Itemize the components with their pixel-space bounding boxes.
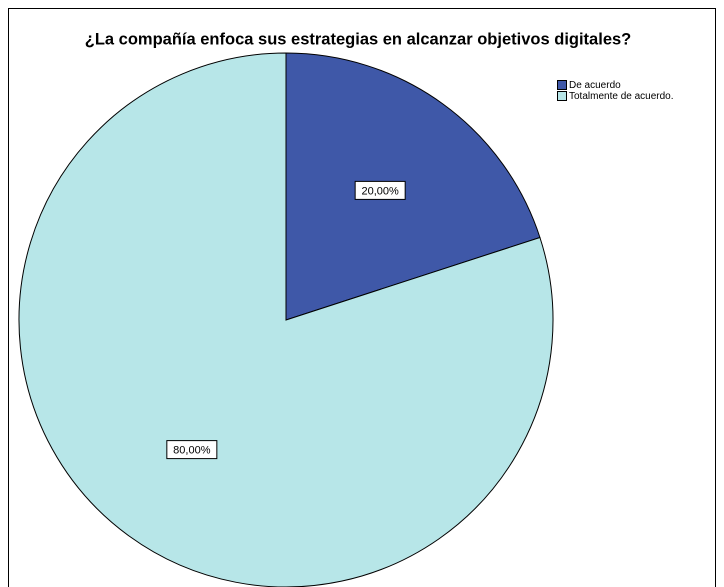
data-label: 80,00% bbox=[173, 445, 211, 457]
data-label-box bbox=[166, 440, 218, 460]
data-label: 20,00% bbox=[362, 185, 400, 197]
legend-swatch bbox=[557, 80, 567, 90]
pie-slice bbox=[285, 52, 541, 321]
legend-label: De acuerdo bbox=[569, 80, 621, 91]
data-label-box bbox=[354, 180, 406, 200]
legend-swatch bbox=[557, 91, 567, 101]
legend-label: Totalmente de acuerdo. bbox=[569, 91, 674, 102]
pie-slice bbox=[18, 52, 554, 587]
chart-title: ¿La compañía enfoca sus estrategias en a… bbox=[85, 30, 632, 48]
